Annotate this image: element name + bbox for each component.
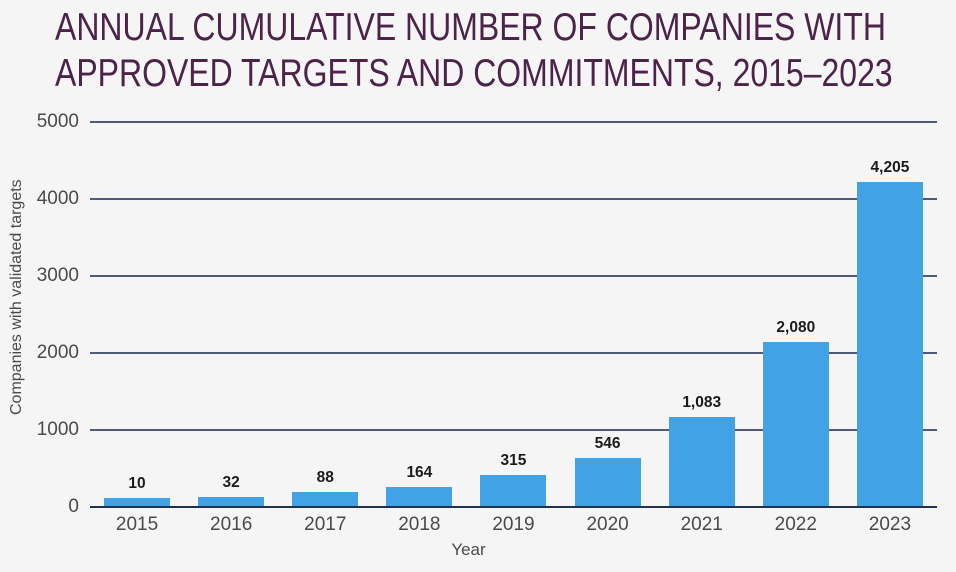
gridline — [90, 275, 937, 277]
bar — [198, 497, 265, 507]
bar-group: 88 — [278, 469, 372, 507]
gridline — [90, 121, 937, 123]
bar-group: 4,205 — [843, 159, 937, 507]
bar-group: 546 — [561, 435, 655, 507]
y-axis-tick-label: 1000 — [36, 419, 79, 440]
y-axis-tick-label: 5000 — [36, 111, 79, 132]
bar — [762, 342, 829, 507]
bar-value-label: 315 — [500, 452, 527, 469]
bar-group: 315 — [466, 452, 560, 507]
x-axis-line — [90, 506, 937, 508]
x-axis-tick-label: 2020 — [586, 514, 629, 535]
x-axis-tick-label: 2022 — [774, 514, 817, 535]
bar — [480, 475, 547, 507]
bar-value-label: 4,205 — [870, 159, 910, 176]
gridline — [90, 352, 937, 354]
bar-value-label: 2,080 — [776, 319, 816, 336]
x-axis-tick-label: 2023 — [868, 514, 912, 535]
x-axis-tick-labels: 2015 2016 2017 2018 2019 2020 2021 2022 2023 — [90, 514, 937, 536]
bar-value-label: 546 — [594, 435, 621, 452]
plot-area: 10 32 88 164 315 546 1,083 2,080 4,205 2015 2016 2… — [37, 111, 937, 535]
x-axis-tick-label: 2019 — [492, 514, 535, 535]
x-axis-tick-label: 2016 — [210, 514, 253, 535]
bar-group: 164 — [372, 464, 466, 507]
bar-group: 2,080 — [749, 319, 843, 507]
bar — [104, 498, 171, 507]
bar — [574, 458, 641, 507]
bar-value-label: 88 — [316, 469, 334, 486]
y-axis-tick-label: 3000 — [36, 265, 79, 286]
y-axis-tick-label: 2000 — [36, 342, 79, 363]
chart-title-line1: ANNUAL CUMULATIVE NUMBER OF COMPANIES WI… — [55, 6, 886, 49]
bar-group: 1,083 — [655, 394, 749, 507]
bar-value-label: 10 — [128, 475, 146, 492]
bar — [386, 487, 453, 507]
chart-title-line2: APPROVED TARGETS AND COMMITMENTS, 2015–2… — [55, 52, 893, 95]
gridline — [90, 198, 937, 200]
bar-group: 32 — [184, 474, 278, 507]
x-axis-tick-label: 2018 — [398, 514, 441, 535]
bar-group: 10 — [90, 475, 184, 507]
bar-value-label: 164 — [406, 464, 433, 481]
bars-container: 10 32 88 164 315 546 1,083 2,080 4,205 — [90, 122, 937, 507]
y-axis-tick-label: 4000 — [36, 188, 79, 209]
bar-value-label: 32 — [222, 474, 240, 491]
x-axis-tick-label: 2021 — [680, 514, 723, 535]
bar — [668, 417, 735, 507]
bar — [856, 182, 923, 507]
bar — [292, 492, 359, 507]
bar-value-label: 1,083 — [682, 394, 722, 411]
y-axis-tick-label: 0 — [68, 496, 79, 517]
x-axis-tick-label: 2017 — [304, 514, 347, 535]
x-axis-tick-label: 2015 — [115, 514, 159, 535]
gridline — [90, 429, 937, 431]
x-axis-title: Year — [451, 540, 486, 559]
chart-title: ANNUAL CUMULATIVE NUMBER OF COMPANIES WI… — [55, 5, 956, 97]
